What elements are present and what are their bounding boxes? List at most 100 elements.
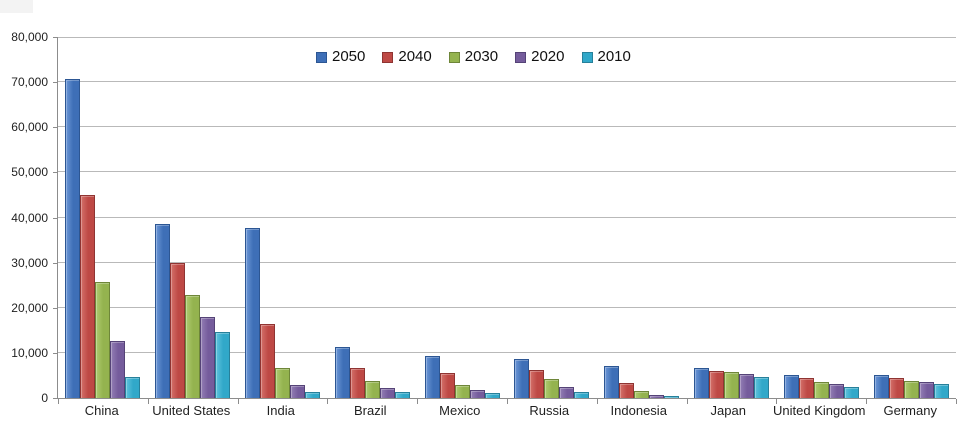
gridline-20000 <box>58 306 956 308</box>
bar-2020-brazil <box>379 388 395 398</box>
y-axis-label-0: 0 <box>41 391 48 405</box>
gridline-10000 <box>58 351 956 353</box>
y-axis-label-50000: 50,000 <box>11 165 48 180</box>
x-axis-tick <box>866 399 868 404</box>
x-axis-tick <box>327 399 329 404</box>
bar-2040-mexico <box>439 373 455 398</box>
bar-2040-brazil <box>349 368 365 398</box>
x-axis-tick <box>596 399 598 404</box>
bar-group-united-kingdom <box>776 37 866 398</box>
category-label-united-states: United States <box>152 403 231 418</box>
bar-2040-japan <box>708 370 724 398</box>
bar-group-brazil <box>327 37 417 398</box>
bar-2010-japan <box>753 377 769 398</box>
bar-2050-china <box>65 78 81 398</box>
bar-group-russia <box>507 37 597 398</box>
gridline-40000 <box>58 216 956 218</box>
bar-2030-mexico <box>454 385 470 398</box>
bar-2030-indonesia <box>634 391 650 398</box>
legend-item-2010: 2010 <box>581 47 631 67</box>
category-label-india: India <box>266 403 295 418</box>
bar-group-germany <box>866 37 956 398</box>
bar-2020-russia <box>559 386 575 398</box>
category-label-mexico: Mexico <box>439 403 481 418</box>
legend-item-2020: 2020 <box>515 47 565 67</box>
chart-legend: 2050 2040 2030 2020 2010 <box>316 47 648 67</box>
bar-2030-united-kingdom <box>813 381 829 398</box>
bar-2020-indonesia <box>649 394 665 398</box>
y-axis-label-20000: 20,000 <box>11 300 48 315</box>
bar-2050-brazil <box>334 346 350 398</box>
y-axis-tick <box>53 352 58 354</box>
bar-2040-china <box>80 194 96 398</box>
x-axis-tick <box>507 399 508 404</box>
bar-2010-germany <box>933 384 949 398</box>
bar-group-china <box>58 37 148 398</box>
bar-groups <box>58 37 956 398</box>
bar-2010-china <box>125 376 141 398</box>
legend-marker-2040 <box>382 51 394 63</box>
y-axis-tick <box>53 262 58 264</box>
x-axis-tick <box>417 399 419 404</box>
category-label-japan: Japan <box>710 403 746 418</box>
y-axis-tick <box>53 217 58 219</box>
bar-2020-china <box>110 341 126 398</box>
bar-2020-india <box>289 385 305 398</box>
y-axis-tick <box>53 172 58 174</box>
legend-marker-2030 <box>448 51 460 63</box>
gridline-30000 <box>58 261 956 263</box>
bar-group-united-states <box>148 37 238 398</box>
legend-item-2050: 2050 <box>316 47 365 67</box>
x-axis-tick <box>147 399 149 404</box>
y-axis-label-10000: 10,000 <box>11 345 48 360</box>
y-axis-tick <box>53 398 58 399</box>
y-axis-tick <box>53 37 58 38</box>
legend-label-2040: 2040 <box>398 48 432 65</box>
legend-label-2030: 2030 <box>464 48 499 65</box>
plot-area <box>53 37 957 404</box>
bar-group-indonesia <box>597 37 687 398</box>
legend-label-2010: 2010 <box>597 48 631 65</box>
bar-group-japan <box>687 37 777 398</box>
legend-label-2050: 2050 <box>332 48 366 65</box>
bar-2020-mexico <box>469 390 485 398</box>
bar-2020-united-kingdom <box>828 384 844 398</box>
x-axis-labels: China United States India Brazil Mexico Russi… <box>57 403 955 419</box>
bar-2010-indonesia <box>664 396 680 398</box>
bar-2040-united-kingdom <box>798 378 814 398</box>
bar-2010-brazil <box>394 391 410 398</box>
bar-2050-russia <box>514 359 530 398</box>
bar-2030-japan <box>723 371 739 398</box>
bar-2010-united-kingdom <box>843 386 859 398</box>
y-axis-tick <box>53 307 58 309</box>
x-axis-tick <box>776 399 778 404</box>
bar-2050-united-states <box>155 224 171 398</box>
x-axis-tick <box>58 399 59 404</box>
legend-marker-2020 <box>515 51 527 63</box>
category-label-brazil: Brazil <box>353 403 387 418</box>
category-label-united-kingdom: United Kingdom <box>773 403 866 418</box>
gridline-60000 <box>58 126 956 128</box>
bar-2040-russia <box>529 369 545 398</box>
bar-group-mexico <box>417 37 507 398</box>
bar-2010-mexico <box>484 393 500 398</box>
legend-item-2040: 2040 <box>382 47 432 67</box>
bar-2030-brazil <box>364 381 380 398</box>
y-axis-label-40000: 40,000 <box>11 210 48 225</box>
x-axis-tick <box>237 399 239 404</box>
corner-artifact <box>0 0 33 13</box>
gridline-50000 <box>58 171 956 173</box>
y-axis-tick <box>53 127 58 129</box>
bar-2010-russia <box>574 391 590 398</box>
bar-2040-india <box>259 323 275 398</box>
bar-2050-india <box>244 228 260 398</box>
bar-2030-united-states <box>185 295 201 398</box>
gridline-70000 <box>58 81 956 83</box>
bar-2030-russia <box>544 378 560 398</box>
bar-2020-united-states <box>200 316 216 398</box>
legend-marker-2010 <box>581 51 593 63</box>
bar-2020-japan <box>738 374 754 398</box>
y-axis-tick <box>53 82 58 84</box>
bar-2010-united-states <box>215 332 231 398</box>
